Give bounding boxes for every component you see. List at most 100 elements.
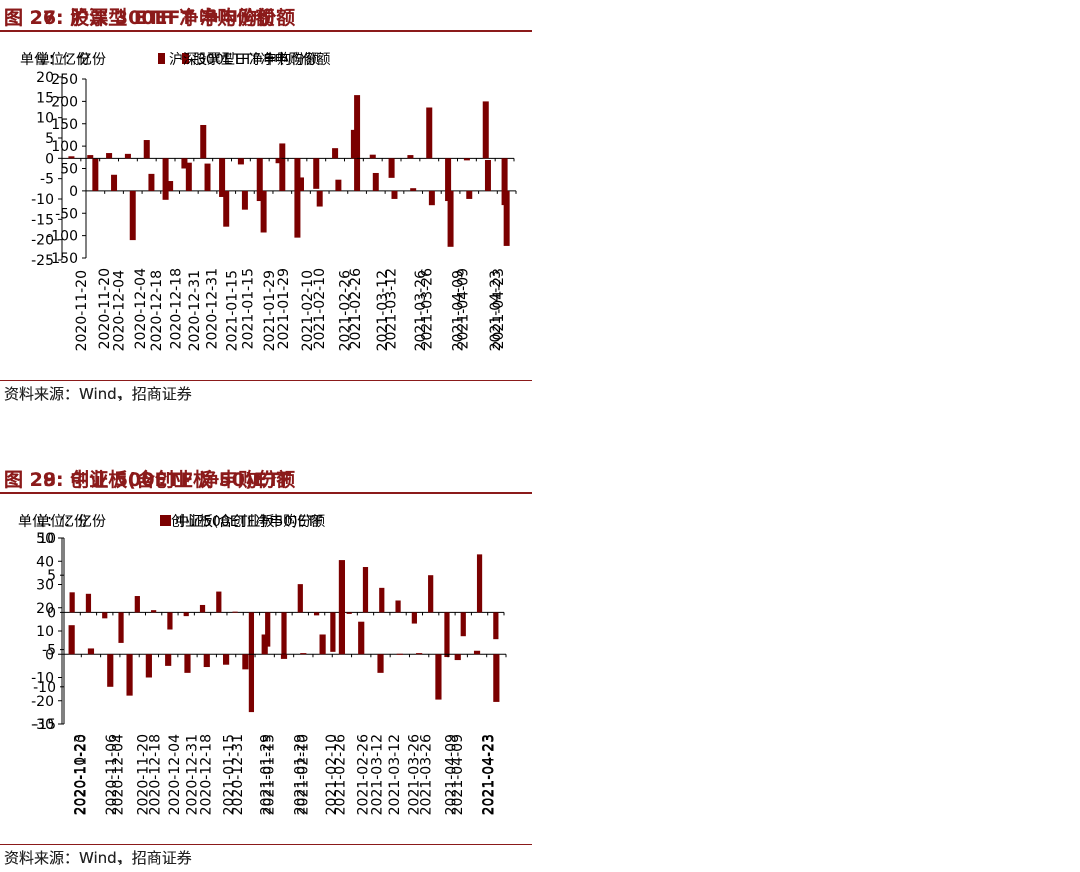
y-tick-label: 20 xyxy=(36,70,54,86)
bar xyxy=(241,190,248,210)
y-tick-label: -15 xyxy=(33,717,56,733)
bar xyxy=(232,611,238,613)
y-tick-label: 10 xyxy=(38,531,56,547)
y-tick-label: 30 xyxy=(36,578,54,594)
bar xyxy=(377,654,384,673)
x-tick-label: 2021-03-26 xyxy=(418,734,434,815)
y-tick-label: 50 xyxy=(36,531,54,547)
x-tick-label: 2021-04-23 xyxy=(491,268,507,349)
bar xyxy=(484,159,491,191)
x-tick-label: 2021-04-09 xyxy=(444,734,460,815)
bar xyxy=(332,148,339,159)
bar xyxy=(466,190,473,199)
x-tick-label: 2021-03-12 xyxy=(370,734,386,815)
bar xyxy=(242,654,249,670)
x-tick-label: 2020-12-18 xyxy=(148,734,164,815)
unit-label: 单位：亿份 xyxy=(36,52,106,68)
bar xyxy=(300,653,307,655)
bar xyxy=(445,158,452,202)
x-tick-label: 2021-01-29 xyxy=(276,268,292,349)
x-tick-label: 2021-02-26 xyxy=(356,734,372,815)
x-tick-label: 2020-12-04 xyxy=(133,268,149,349)
bar xyxy=(107,654,114,687)
x-tick-label: 2020-10-23 xyxy=(73,734,89,815)
legend-label: 股票型ETF净申购份额 xyxy=(193,52,330,68)
bar xyxy=(476,554,483,613)
x-tick-label: 2020-11-20 xyxy=(136,734,152,815)
x-tick-label: 2020-12-04 xyxy=(112,270,128,351)
legend-swatch xyxy=(182,53,189,64)
bar xyxy=(396,653,403,655)
bar xyxy=(256,158,263,202)
bar xyxy=(87,648,95,655)
panel-csi500-etf: 图 28: 中证 500ETF 净申购份额 单位：亿份 中证500ETF净申购份额… xyxy=(0,462,530,872)
y-tick-label: 100 xyxy=(51,139,78,155)
bar xyxy=(148,173,155,191)
bar xyxy=(219,158,226,197)
x-tick-label: 2021-01-29 xyxy=(259,734,275,815)
bar xyxy=(118,612,124,643)
chart-csi500-etf: 单位：亿份 中证500ETF净申购份额1050-5-10-152020-10-23… xyxy=(33,514,505,815)
y-tick-label: -20 xyxy=(31,694,54,710)
bar xyxy=(493,612,499,640)
unit-label: 单位：亿份 xyxy=(20,52,90,68)
bar xyxy=(261,634,268,655)
y-tick-label: 200 xyxy=(51,94,78,110)
bar xyxy=(428,575,434,613)
bar xyxy=(411,612,417,624)
bar xyxy=(87,155,94,159)
bar xyxy=(134,596,140,613)
bar xyxy=(143,140,150,159)
bar xyxy=(280,654,288,659)
x-tick-label: 2021-01-15 xyxy=(261,734,277,815)
panel-title: 图 26: 股票型 ETF 净申购份额 xyxy=(4,7,275,29)
bar xyxy=(350,129,357,159)
y-tick-label: -10 xyxy=(31,671,54,687)
y-tick-label: 250 xyxy=(51,72,78,88)
y-tick-label: 10 xyxy=(36,111,54,127)
bar xyxy=(126,654,133,696)
y-tick-label: 10 xyxy=(36,624,54,640)
panel-title: 图 29: 创业板(含创业板 50)ETF xyxy=(4,469,293,491)
x-tick-label: 2021-01-15 xyxy=(225,270,241,351)
bar xyxy=(216,591,222,613)
bar xyxy=(463,158,470,161)
bar xyxy=(388,158,395,178)
bar xyxy=(68,625,75,655)
x-tick-label: 2021-04-09 xyxy=(450,734,466,815)
bar xyxy=(200,124,207,159)
bar xyxy=(102,612,108,619)
bar xyxy=(444,612,450,658)
bar xyxy=(346,612,352,614)
x-tick-label: 2021-03-26 xyxy=(419,268,435,349)
x-tick-label: 2021-03-12 xyxy=(384,268,400,349)
bar xyxy=(454,654,461,661)
bar xyxy=(237,158,244,165)
x-tick-label: 2021-04-09 xyxy=(451,270,467,351)
panel-hs300-etf: 图 27: 沪深 300EFT 净申购份额 单位：亿份 沪深300ETF净申购份额… xyxy=(0,0,532,410)
footer-rule xyxy=(0,844,532,845)
bar xyxy=(313,612,320,616)
x-tick-label: 2021-04-09 xyxy=(455,268,471,349)
bar xyxy=(426,107,433,159)
x-tick-label: 2021-02-26 xyxy=(338,270,354,351)
x-tick-label: 2021-01-15 xyxy=(222,734,238,815)
legend-swatch xyxy=(158,53,165,64)
x-tick-label: 2021-01-29 xyxy=(293,734,309,815)
x-tick-label: 2021-02-10 xyxy=(324,734,340,815)
x-tick-label: 2020-12-18 xyxy=(169,268,185,349)
bar xyxy=(358,621,365,655)
unit-label: 单位：亿份 xyxy=(36,514,106,530)
bar xyxy=(85,593,92,613)
unit-label: 单位：亿份 xyxy=(18,514,88,530)
x-tick-label: 2021-04-23 xyxy=(488,270,504,351)
x-tick-label: 2021-04-23 xyxy=(481,734,497,815)
bar xyxy=(181,158,188,169)
bar xyxy=(92,158,99,191)
bar xyxy=(503,190,510,246)
bar xyxy=(124,153,131,159)
x-tick-label: 2021-01-15 xyxy=(240,268,256,349)
y-tick-label: -5 xyxy=(40,172,54,188)
y-tick-label: -30 xyxy=(31,717,54,733)
bar xyxy=(372,172,379,191)
